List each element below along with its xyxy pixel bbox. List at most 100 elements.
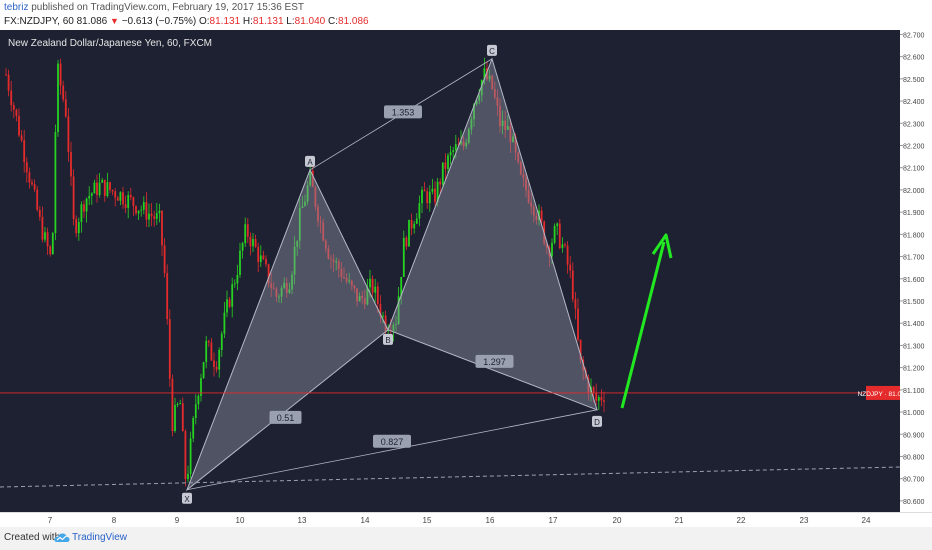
ratio-label-xa-xd-bg [373, 434, 411, 448]
change-value: −0.613 (−0.75%) [121, 16, 197, 27]
candle-body [301, 206, 304, 208]
candle-body [535, 215, 538, 220]
candle-body [249, 236, 252, 247]
published-text: published on TradingView.com, February 1… [31, 2, 304, 13]
candle-body [241, 243, 244, 251]
candle-body [148, 213, 150, 220]
trend-line-dashed [0, 466, 900, 488]
candle-body [10, 90, 13, 106]
candle-body [46, 232, 49, 247]
x-tick-label: 10 [236, 516, 245, 525]
candle-body [418, 203, 421, 219]
symbol-line: FX:NZDJPY, 60 [4, 16, 74, 27]
candle-body [350, 280, 353, 286]
candle-body [119, 192, 122, 201]
candle-body [309, 170, 312, 186]
candle-body [600, 397, 603, 401]
ratio-label-xa-ac: 1.353 [392, 107, 415, 117]
candle-body [387, 330, 390, 332]
candle-body [356, 288, 358, 302]
candle-body [267, 264, 270, 284]
candle-body [278, 296, 280, 298]
y-tick-label: 81.700 [903, 255, 925, 262]
candle-body [220, 333, 223, 350]
candle-body [41, 216, 44, 240]
candle-body [441, 162, 444, 185]
price-axis[interactable]: 82.700 82.600 82.500 82.400 82.300 82.200 82.1… [900, 30, 932, 512]
candle-body [132, 197, 135, 207]
x-tick-label: 20 [613, 516, 622, 525]
candle-body [205, 340, 208, 363]
candle-body [106, 182, 109, 196]
candle-body [96, 182, 98, 196]
candle-body [436, 181, 439, 203]
candle-body [166, 273, 169, 320]
x-tick-label: 8 [112, 516, 117, 525]
candle-body [467, 129, 470, 143]
candle-body [332, 259, 335, 263]
x-tick-label: 7 [48, 516, 53, 525]
pattern-triangle-bcd [387, 57, 598, 411]
point-label-a: A [307, 158, 313, 167]
candle-body [7, 74, 10, 91]
ratio-label-xa-xd: 0.827 [381, 437, 404, 447]
candle-body [330, 258, 332, 260]
x-tick-label: 17 [549, 516, 558, 525]
candle-body [584, 370, 587, 378]
candle-body [12, 105, 15, 110]
candle-body [478, 95, 481, 101]
candle-body [311, 170, 314, 188]
price-axis-ticks: 82.700 82.600 82.500 82.400 82.300 82.200 82.1… [900, 32, 925, 506]
candle-body [444, 162, 447, 169]
candle-body [228, 299, 231, 307]
author-link[interactable]: tebriz [4, 2, 29, 13]
candle-body [376, 286, 379, 305]
candle-body [564, 244, 566, 246]
candle-body [18, 115, 20, 136]
candle-body [194, 404, 197, 418]
candle-body [322, 222, 325, 241]
time-axis-ticks: 7 8 9 10 13 14 15 16 17 20 21 22 23 24 [48, 516, 871, 525]
candle-body [75, 219, 78, 234]
candle-body [496, 97, 499, 106]
candle-body [111, 190, 114, 192]
candle-body [77, 222, 80, 234]
candle-body [197, 395, 200, 405]
candle-body [454, 144, 457, 151]
candle-body [280, 288, 283, 297]
time-axis[interactable]: 7 8 9 10 13 14 15 16 17 20 21 22 23 24 [0, 512, 932, 527]
candle-body [509, 126, 512, 143]
candle-body [317, 206, 319, 222]
candle-body [54, 132, 57, 233]
y-tick-label: 82.300 [903, 121, 925, 128]
tradingview-link[interactable]: TradingView [72, 532, 128, 543]
y-tick-label: 82.500 [903, 77, 925, 84]
candle-body [504, 120, 507, 130]
candle-body [246, 224, 249, 237]
candle-body [210, 342, 213, 361]
y-tick-label: 80.800 [903, 454, 925, 461]
candle-body [519, 162, 522, 175]
candle-body [179, 403, 182, 405]
candle-body [153, 216, 156, 219]
candle-body [62, 85, 65, 100]
y-tick-label: 80.600 [903, 499, 925, 506]
candle-body [109, 182, 111, 191]
candle-body [116, 197, 119, 201]
candle-body [168, 319, 171, 379]
candle-body [369, 278, 371, 288]
candle-body [366, 287, 369, 305]
candle-body [397, 296, 400, 324]
candle-body [137, 210, 140, 214]
candle-body [174, 405, 176, 432]
candle-body [5, 74, 7, 76]
candle-body [20, 135, 23, 141]
candle-body [449, 151, 452, 156]
candle-body [38, 209, 41, 217]
candle-body [392, 324, 395, 331]
candle-body [187, 473, 189, 480]
candle-body [566, 245, 569, 265]
candle-body [493, 88, 496, 98]
candle-body [181, 403, 184, 432]
